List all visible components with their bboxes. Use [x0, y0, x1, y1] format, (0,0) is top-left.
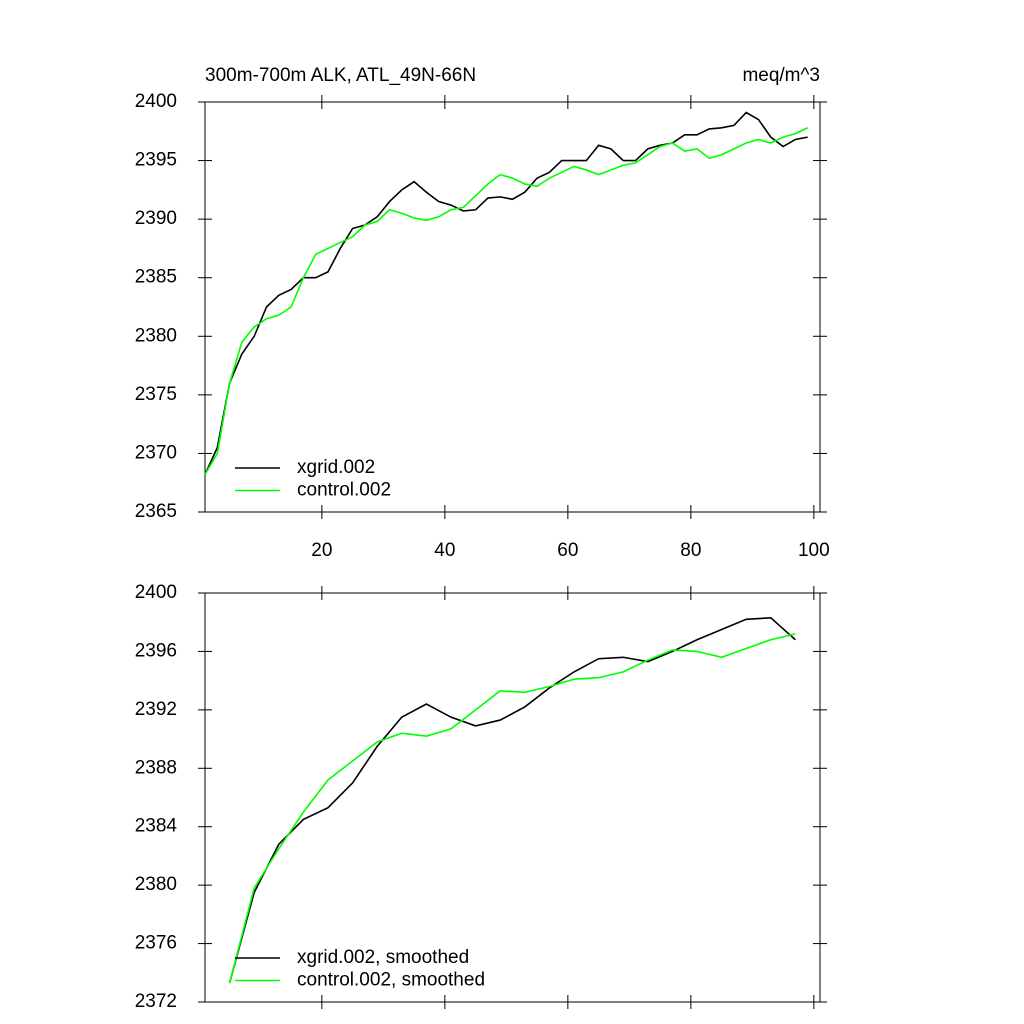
y-tick-label: 2388 [135, 757, 177, 778]
y-tick-label: 2380 [135, 325, 177, 346]
units-label: meq/m^3 [742, 65, 820, 86]
x-tick-label: 100 [798, 540, 830, 561]
y-tick-label: 2385 [135, 267, 177, 288]
legend-label: xgrid.002, smoothed [297, 947, 469, 968]
legend-label: xgrid.002 [297, 457, 375, 478]
x-tick-label: 40 [434, 540, 455, 561]
plot-frame [204, 101, 821, 513]
x-tick-label: 80 [680, 540, 701, 561]
series-line [204, 111, 808, 475]
y-tick-label: 2390 [135, 208, 177, 229]
y-tick-label: 2370 [135, 442, 177, 463]
y-tick-label: 2400 [135, 582, 177, 603]
y-tick-label: 2392 [135, 699, 177, 720]
series-line [228, 617, 796, 984]
y-tick-label: 2395 [135, 150, 177, 171]
legend-label: control.002, smoothed [297, 970, 485, 991]
y-tick-label: 2400 [135, 91, 177, 112]
chart-title: 300m-700m ALK, ATL_49N-66N [205, 65, 476, 86]
y-tick-label: 2375 [135, 384, 177, 405]
plot-frame [204, 592, 821, 1003]
y-tick-label: 2396 [135, 640, 177, 661]
series-line [228, 633, 796, 984]
y-tick-label: 2376 [135, 933, 177, 954]
y-tick-label: 2372 [135, 991, 177, 1012]
x-tick-label: 60 [557, 540, 578, 561]
series-line [204, 127, 809, 475]
y-tick-label: 2365 [135, 501, 177, 522]
y-tick-label: 2384 [135, 816, 178, 837]
legend-label: control.002 [297, 480, 391, 501]
y-tick-label: 2380 [135, 874, 177, 895]
x-tick-label: 20 [311, 540, 332, 561]
